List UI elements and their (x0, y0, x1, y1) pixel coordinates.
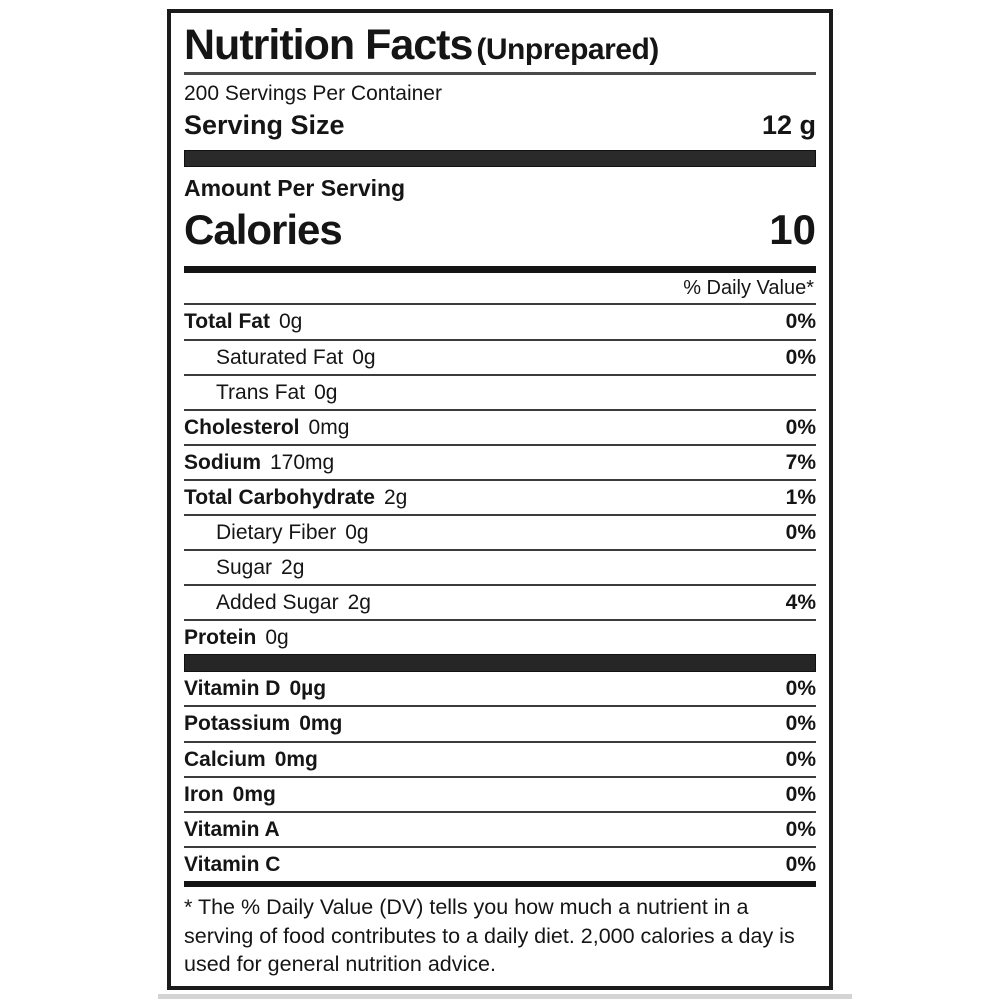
nutrient-name: Added Sugar (216, 591, 339, 615)
nutrient-daily-value: 0% (785, 782, 816, 806)
nutrient-daily-value: 7% (785, 450, 816, 474)
nutrient-name: Dietary Fiber (216, 521, 337, 544)
nutrient-amount: 0g (345, 521, 369, 544)
nutrient-daily-value: 0% (785, 747, 816, 771)
nutrient-name: Total Carbohydrate (184, 485, 375, 509)
nutrient-daily-value: 0% (785, 712, 816, 736)
nutrient-row: Calcium 0mg 0% (184, 740, 816, 776)
nutrient-amount: 0mg (232, 782, 276, 806)
serving-size-row: Serving Size 12 g (184, 108, 816, 150)
nutrient-row: Sodium 170mg 7% (184, 443, 816, 479)
daily-value-footnote: * The % Daily Value (DV) tells you how m… (184, 894, 795, 977)
nutrient-row: Potassium 0mg 0% (184, 705, 816, 740)
nutrient-amount: 0g (278, 310, 303, 334)
nutrient-amount: 0g (352, 345, 376, 369)
nutrient-daily-value: 0% (785, 310, 816, 334)
section-bar-top (184, 150, 816, 168)
nutrient-row: Trans Fat 0g (184, 373, 816, 409)
nutrient-name: Iron (184, 782, 224, 806)
cropped-element-edge (158, 994, 852, 999)
nutrient-daily-value: 0% (785, 415, 816, 439)
nutrient-amount: 170mg (270, 450, 335, 474)
nutrient-amount: 0µg (289, 677, 327, 701)
label-title-suffix: (Unprepared) (476, 33, 659, 66)
nutrient-name: Protein (184, 626, 257, 650)
servings-per-container: 200 Servings Per Container (184, 82, 442, 106)
nutrient-row: Dietary Fiber 0g 0% (184, 514, 816, 549)
nutrient-row: Saturated Fat 0g 0% (184, 338, 816, 374)
nutrient-row: Sugar 2g (184, 549, 816, 584)
serving-size-value: 12 g (761, 110, 816, 141)
nutrient-name: Sodium (184, 450, 261, 474)
nutrient-amount: 0mg (274, 747, 318, 771)
footnote-divider-bar (184, 880, 816, 887)
nutrient-name: Vitamin A (184, 817, 280, 841)
title-divider (184, 72, 816, 76)
nutrient-row: Vitamin A 0% (184, 810, 816, 846)
serving-size-label: Serving Size (184, 110, 345, 141)
nutrient-daily-value: 0% (785, 677, 816, 701)
nutrient-name: Cholesterol (184, 415, 300, 439)
nutrient-daily-value: 0% (785, 817, 816, 841)
label-title: Nutrition Facts (184, 21, 473, 69)
calories-label: Calories (184, 206, 343, 254)
calories-divider-bar (184, 266, 816, 274)
nutrient-daily-value: 4% (785, 591, 816, 615)
nutrient-row: Cholesterol 0mg 0% (184, 408, 816, 444)
nutrient-name: Trans Fat (216, 380, 306, 404)
nutrient-name: Total Fat (184, 310, 270, 334)
nutrient-name: Potassium (184, 712, 291, 736)
nutrient-amount: 0mg (299, 712, 343, 736)
nutrient-row: Total Carbohydrate 2g 1% (184, 478, 816, 514)
calories-row: Calories 10 (184, 202, 816, 266)
nutrient-amount: 2g (281, 556, 305, 580)
nutrient-amount: 2g (347, 591, 371, 615)
nutrient-daily-value: 0% (785, 852, 816, 876)
amount-per-serving-label: Amount Per Serving (184, 175, 406, 202)
nutrient-amount: 0g (265, 626, 289, 650)
nutrient-row: Iron 0mg 0% (184, 775, 816, 811)
nutrient-name: Vitamin C (184, 852, 281, 876)
nutrient-amount: 2g (383, 485, 408, 509)
nutrient-row: Vitamin C 0% (184, 845, 816, 881)
nutrient-amount: 0mg (308, 415, 350, 439)
nutrient-row: Added Sugar 2g 4% (184, 584, 816, 619)
nutrient-daily-value: 1% (785, 485, 816, 509)
nutrient-amount: 0g (314, 380, 338, 404)
nutrient-daily-value: 0% (785, 345, 816, 369)
nutrient-rows: Total Fat 0g 0% Saturated Fat 0g 0% Trans Fat 0… (184, 303, 816, 654)
nutrition-facts-label: Nutrition Facts (Unprepared) 200 Serving… (167, 9, 833, 990)
calories-value: 10 (769, 206, 816, 254)
nutrient-name: Saturated Fat (216, 345, 344, 369)
section-bar-vitamins (184, 654, 816, 673)
nutrient-name: Calcium (184, 747, 266, 771)
nutrient-row: Vitamin D 0µg 0% (184, 672, 816, 705)
nutrient-row: Protein 0g (184, 619, 816, 654)
vitamin-rows: Vitamin D 0µg 0% Potassium 0mg 0% Calcium 0mg 0%… (184, 672, 816, 881)
nutrient-daily-value: 0% (785, 521, 816, 544)
daily-value-header: % Daily Value* (683, 277, 814, 300)
nutrient-name: Vitamin D (184, 677, 281, 701)
label-title-row: Nutrition Facts (Unprepared) (184, 21, 816, 70)
nutrient-name: Sugar (216, 556, 273, 580)
nutrient-row: Total Fat 0g 0% (184, 303, 816, 338)
